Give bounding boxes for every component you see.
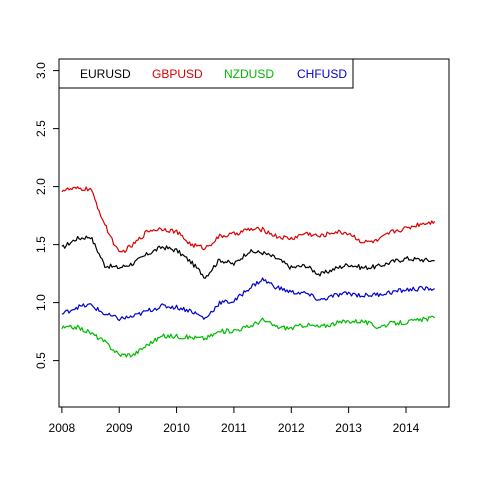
series-line-nzdusd [61, 315, 436, 358]
x-tick-label: 2011 [221, 421, 247, 435]
legend-label-nzdusd: NZDUSD [224, 67, 274, 81]
series-layer [61, 186, 436, 358]
legend-label-gbpusd: GBPUSD [152, 67, 203, 81]
legend-label-eurusd: EURUSD [80, 67, 131, 81]
y-tick-label: 3.0 [34, 62, 48, 79]
x-tick-label: 2008 [49, 421, 76, 435]
legend: EURUSD GBPUSD NZDUSD CHFUSD [58, 58, 354, 89]
y-tick-label: 1.0 [34, 294, 48, 311]
y-tick-label: 2.5 [34, 120, 48, 137]
y-tick-label: 1.5 [34, 236, 48, 253]
x-tick-label: 2009 [106, 421, 133, 435]
series-line-gbpusd [61, 186, 436, 253]
series-line-eurusd [61, 235, 435, 279]
y-tick-label: 2.0 [34, 178, 48, 195]
series-line-chfusd [61, 277, 435, 322]
legend-box [58, 58, 354, 89]
legend-label-chfusd: CHFUSD [297, 67, 347, 81]
x-tick-label: 2014 [393, 421, 420, 435]
x-tick-label: 2013 [335, 421, 362, 435]
y-tick-label: 0.5 [34, 352, 48, 369]
x-tick-label: 2010 [163, 421, 190, 435]
x-tick-label: 2012 [278, 421, 305, 435]
y-axis: 0.5 1.0 1.5 2.0 2.5 3.0 [34, 62, 60, 369]
x-axis: 2008 2009 2010 2011 2012 2013 2014 [49, 406, 420, 435]
